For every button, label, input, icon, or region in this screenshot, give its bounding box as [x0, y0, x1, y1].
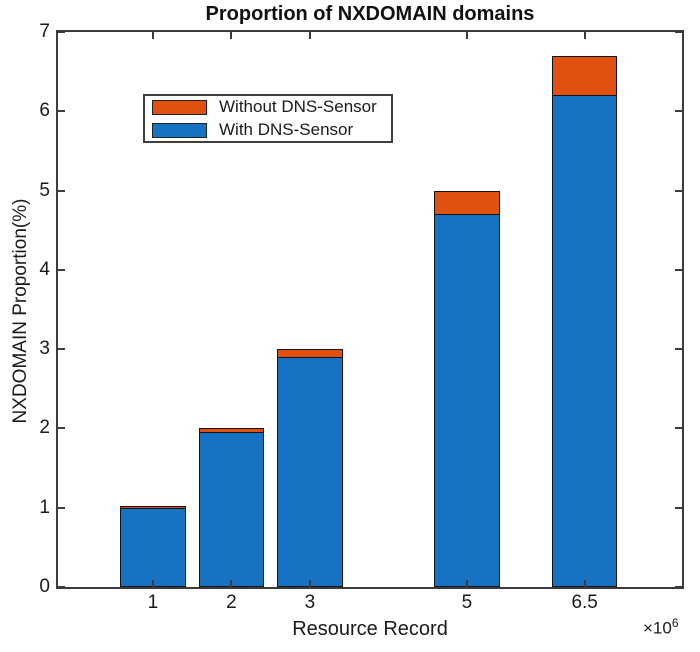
legend-row: With DNS-Sensor: [152, 120, 391, 140]
y-tick-label: 4: [39, 258, 50, 280]
legend-swatch: [152, 99, 207, 115]
y-tick-mark: [58, 268, 65, 271]
x-tick-mark: [151, 580, 154, 587]
y-tick-label: 3: [39, 338, 50, 360]
y-tick-label: 0: [39, 576, 50, 597]
x-axis-label: Resource Record: [292, 618, 448, 640]
y-tick-mark-right: [675, 110, 682, 113]
bar-with-dns-sensor: [277, 357, 343, 587]
y-tick-mark-right: [675, 31, 682, 33]
x-axis-multiplier-exponent: 6: [671, 616, 679, 630]
bar-with-dns-sensor: [120, 507, 186, 587]
y-tick-label: 7: [39, 21, 50, 42]
x-tick-mark: [583, 580, 586, 587]
y-tick-label: 6: [39, 100, 50, 122]
x-axis-multiplier: ×106: [643, 616, 679, 639]
bar-without-dns-sensor: [120, 505, 186, 509]
y-tick-mark-right: [675, 268, 682, 271]
y-tick-mark: [58, 110, 65, 113]
y-tick-mark: [58, 586, 65, 588]
y-tick-mark-right: [675, 586, 682, 588]
bar-without-dns-sensor: [434, 190, 500, 216]
bar-without-dns-sensor: [552, 55, 618, 97]
legend: Without DNS-Sensor With DNS-Sensor: [143, 94, 393, 143]
legend-label: With DNS-Sensor: [219, 120, 354, 139]
bar-with-dns-sensor: [434, 214, 500, 587]
x-tick-label: 2: [226, 592, 237, 613]
y-axis-label: NXDOMAIN Proportion(%): [10, 198, 31, 424]
x-tick-mark-top: [230, 32, 233, 39]
y-tick-label: 1: [39, 496, 50, 518]
x-tick-label: 5: [461, 592, 473, 613]
y-tick-mark: [58, 348, 65, 351]
bar-without-dns-sensor: [198, 428, 265, 434]
x-axis-multiplier-base: ×10: [643, 618, 672, 638]
chart-title: Proportion of NXDOMAIN domains: [205, 3, 535, 25]
x-tick-label: 1: [147, 592, 159, 613]
y-tick-mark-right: [675, 189, 682, 192]
x-tick-label: 3: [304, 592, 316, 613]
x-tick-label: 6.5: [571, 592, 598, 613]
x-tick-mark: [230, 580, 233, 587]
legend-swatch: [152, 122, 207, 138]
y-tick-mark: [58, 189, 65, 192]
y-tick-mark: [58, 31, 65, 33]
bar-without-dns-sensor: [277, 349, 343, 359]
bar-with-dns-sensor: [552, 95, 618, 587]
y-tick-mark-right: [675, 348, 682, 351]
y-tick-mark: [58, 506, 65, 509]
x-tick-mark: [465, 580, 468, 587]
y-tick-label: 5: [39, 179, 50, 201]
legend-label: Without DNS-Sensor: [219, 97, 377, 116]
y-tick-label: 2: [39, 417, 50, 439]
plot-inner: [58, 31, 682, 588]
y-tick-mark-right: [675, 506, 682, 509]
x-tick-mark: [308, 580, 311, 587]
bar-with-dns-sensor: [198, 432, 265, 587]
legend-row: Without DNS-Sensor: [152, 97, 391, 117]
x-tick-mark-top: [308, 32, 311, 39]
x-tick-mark-top: [465, 32, 468, 39]
y-tick-mark-right: [675, 427, 682, 430]
y-tick-mark: [58, 427, 65, 430]
x-tick-mark-top: [583, 32, 586, 39]
x-tick-mark-top: [151, 32, 154, 39]
